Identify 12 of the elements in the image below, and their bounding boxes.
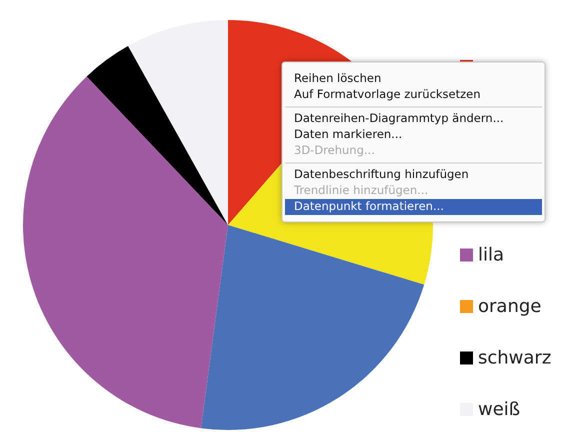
legend-label: orange <box>478 296 542 317</box>
text: Reihen löschen <box>294 71 382 85</box>
text: Daten markieren... <box>294 127 402 141</box>
text: Datenpunkt formatieren... <box>294 199 444 213</box>
text: Auf Formatvorlage zurücksetzen <box>294 87 481 101</box>
legend-label: schwarz <box>478 348 552 368</box>
text: 3D-Drehung... <box>294 143 375 157</box>
legend-label: lila <box>478 244 504 266</box>
text: Datenreihen-Diagrammtyp ändern... <box>294 111 504 125</box>
text: Trendlinie hinzufügen... <box>293 183 428 197</box>
text: Datenbeschriftung hinzufügen <box>294 167 469 181</box>
legend-label: weiß <box>478 399 520 420</box>
